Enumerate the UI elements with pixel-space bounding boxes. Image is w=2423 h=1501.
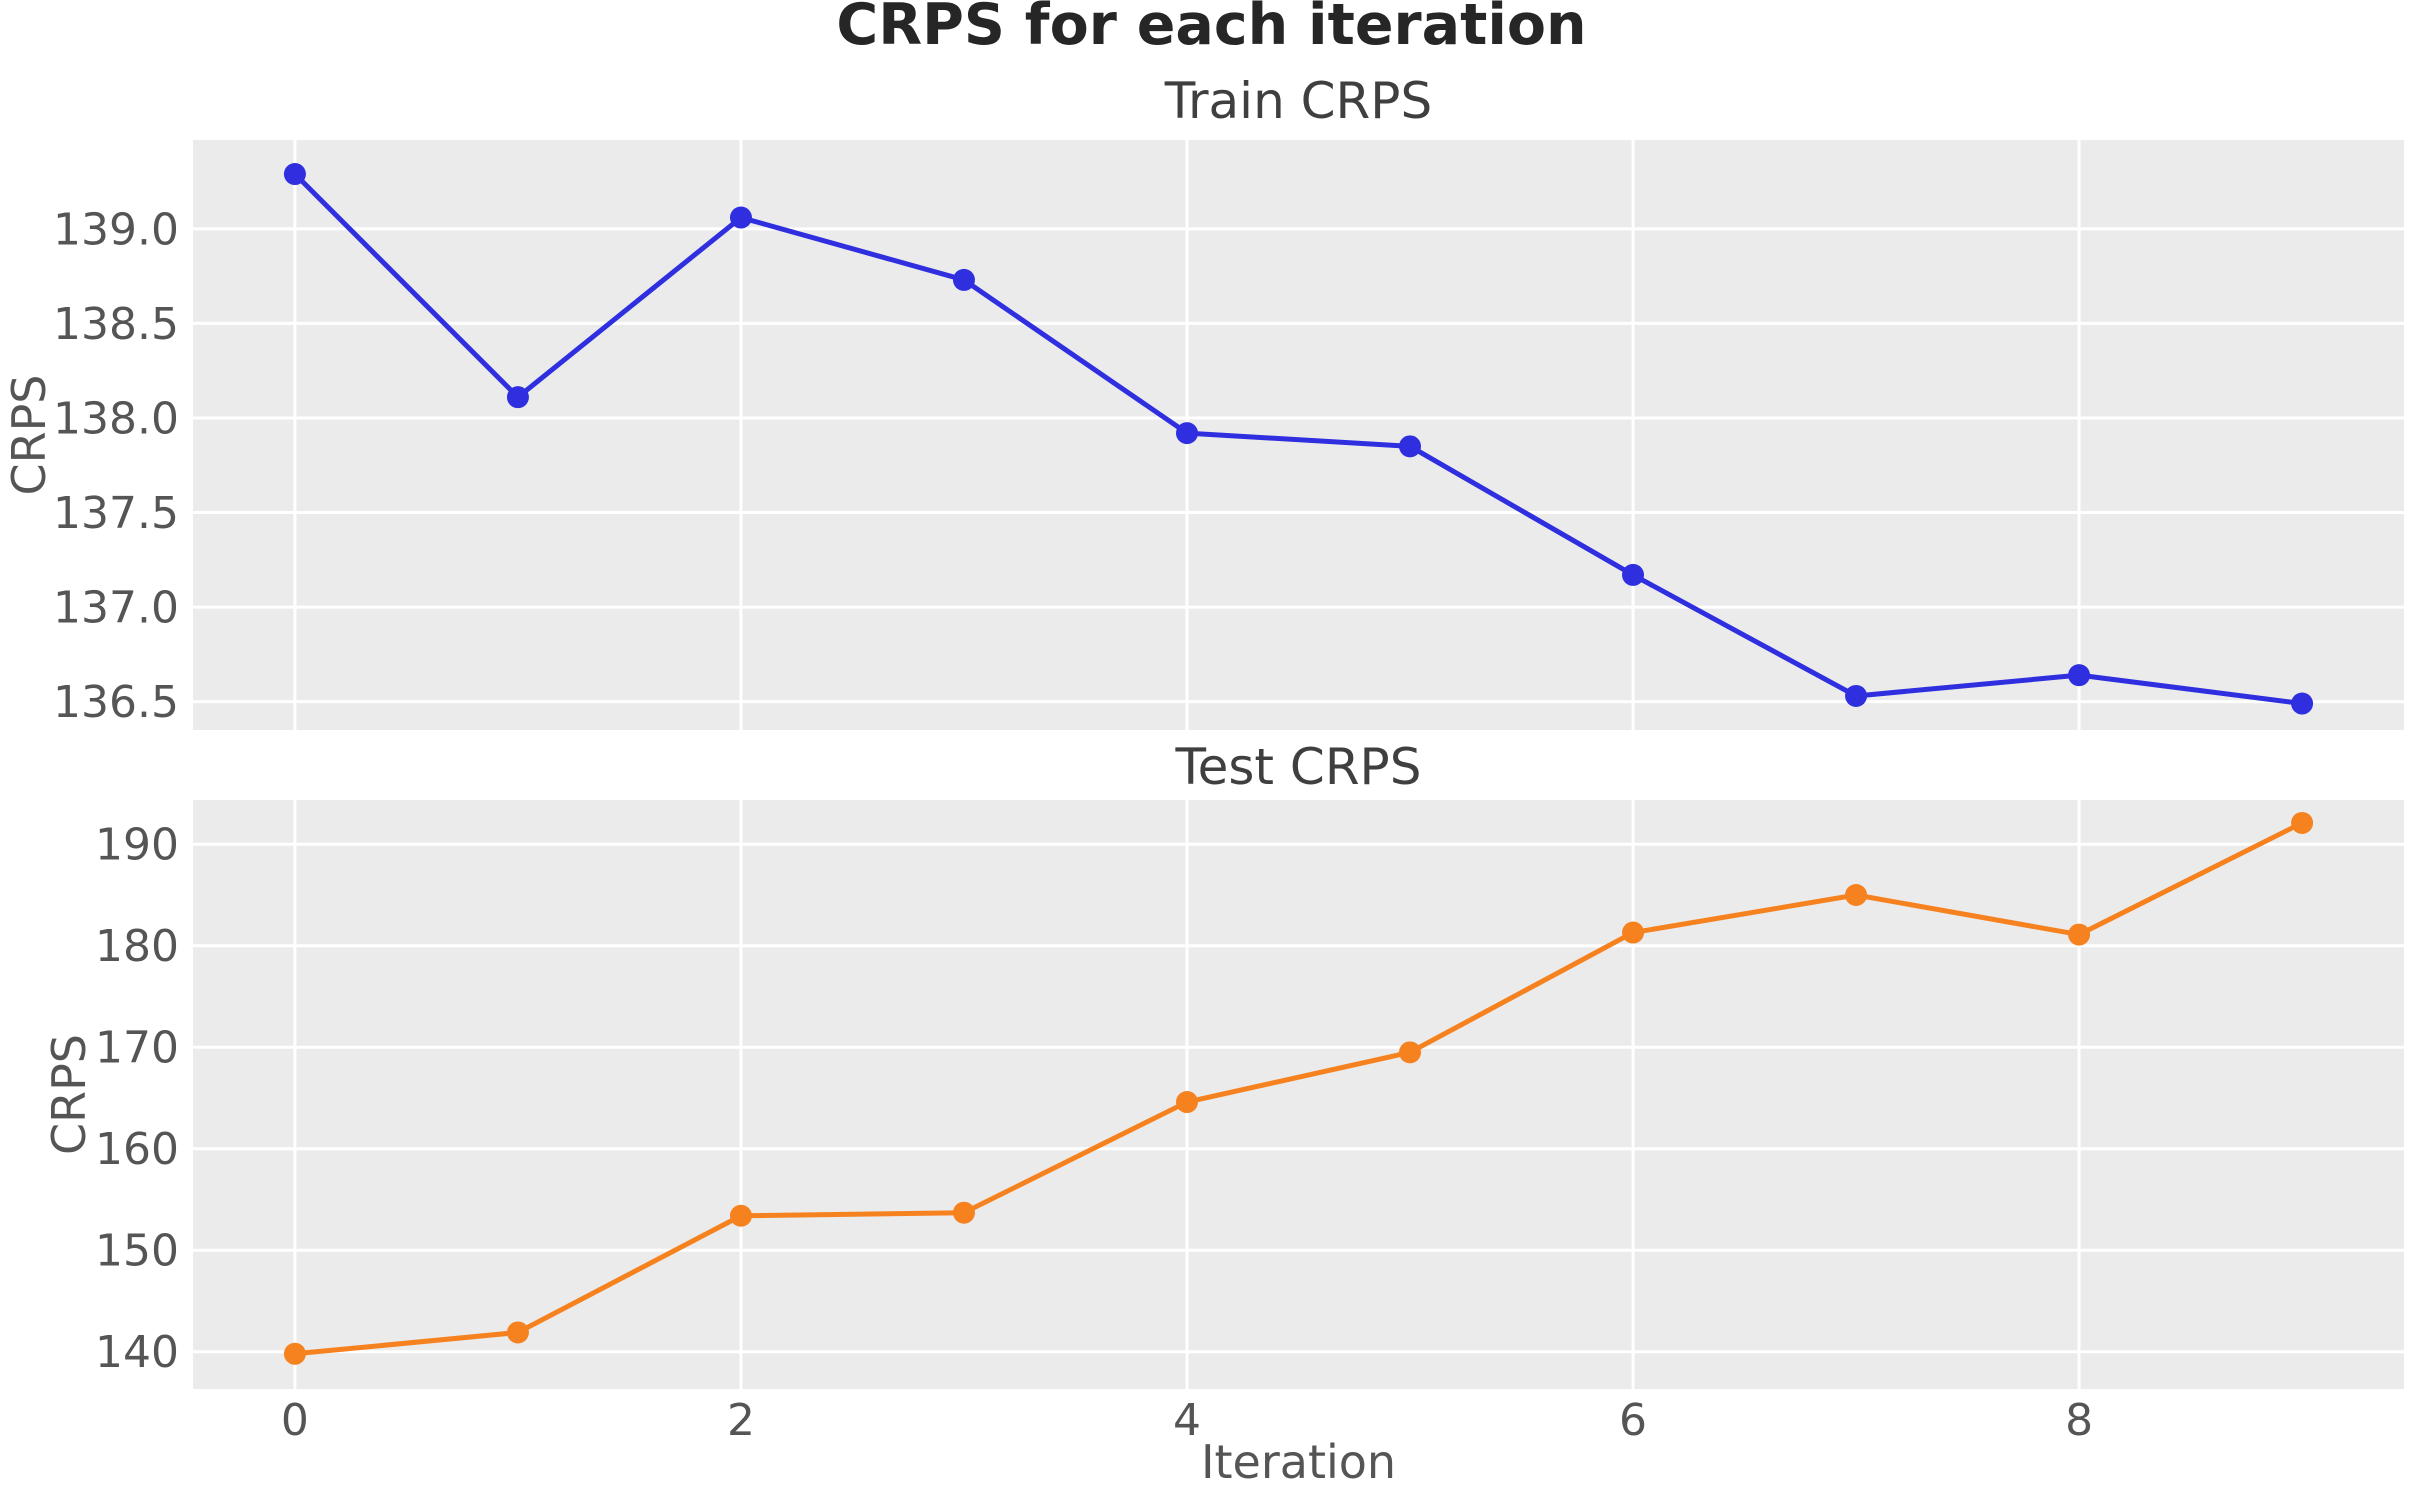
train-data-point-marker (952, 268, 975, 291)
train-data-point-marker (1175, 422, 1198, 445)
train-data-point-marker (2068, 664, 2091, 687)
test-data-point-marker (1845, 884, 1868, 907)
test-y-tick-label: 190 (95, 820, 179, 871)
test-series-line (292, 820, 2305, 1357)
test-data-point-marker (2291, 811, 2314, 834)
train-y-tick-label: 136.5 (53, 677, 179, 728)
test-y-tick-label: 170 (95, 1023, 179, 1074)
train-data-point-marker (506, 386, 529, 409)
train-y-tick-label: 137.0 (53, 582, 179, 633)
test-data-point-marker (1175, 1091, 1198, 1114)
train-y-tick-label: 137.5 (53, 488, 179, 539)
test-subplot-title: Test CRPS (1175, 738, 1422, 796)
train-data-point-marker (1845, 684, 1868, 707)
x-tick-label: 6 (1619, 1395, 1647, 1446)
train-data-point-marker (2291, 692, 2314, 715)
x-tick-label: 8 (2065, 1395, 2093, 1446)
train-data-point-marker (1399, 435, 1422, 458)
x-axis-label: Iteration (1201, 1435, 1396, 1489)
test-y-axis-label: CRPS (42, 1034, 96, 1155)
train-y-tick-label: 138.5 (53, 299, 179, 350)
test-plot-area (193, 800, 2404, 1389)
x-tick-label: 4 (1173, 1395, 1201, 1446)
train-plot-area (193, 140, 2404, 730)
train-data-point-marker (1622, 563, 1645, 586)
test-y-tick-label: 180 (95, 921, 179, 972)
test-data-point-marker (506, 1321, 529, 1344)
train-series-line (292, 171, 2305, 707)
figure-title: CRPS for each iteration (836, 0, 1586, 58)
train-subplot-title: Train CRPS (1164, 72, 1432, 130)
x-tick-label: 0 (281, 1395, 309, 1446)
train-y-axis-label: CRPS (2, 374, 56, 495)
test-y-tick-label: 160 (95, 1124, 179, 1175)
test-data-point-marker (283, 1342, 306, 1365)
test-data-point-marker (2068, 923, 2091, 946)
train-data-point-marker (283, 163, 306, 186)
test-y-tick-label: 150 (95, 1226, 179, 1277)
test-data-point-marker (1622, 921, 1645, 944)
test-data-point-marker (729, 1204, 752, 1227)
train-y-tick-label: 138.0 (53, 393, 179, 444)
test-data-point-marker (952, 1201, 975, 1224)
x-tick-label: 2 (727, 1395, 755, 1446)
train-data-point-marker (729, 206, 752, 229)
train-y-tick-label: 139.0 (53, 204, 179, 255)
test-data-point-marker (1399, 1041, 1422, 1064)
test-y-tick-label: 140 (95, 1327, 179, 1378)
